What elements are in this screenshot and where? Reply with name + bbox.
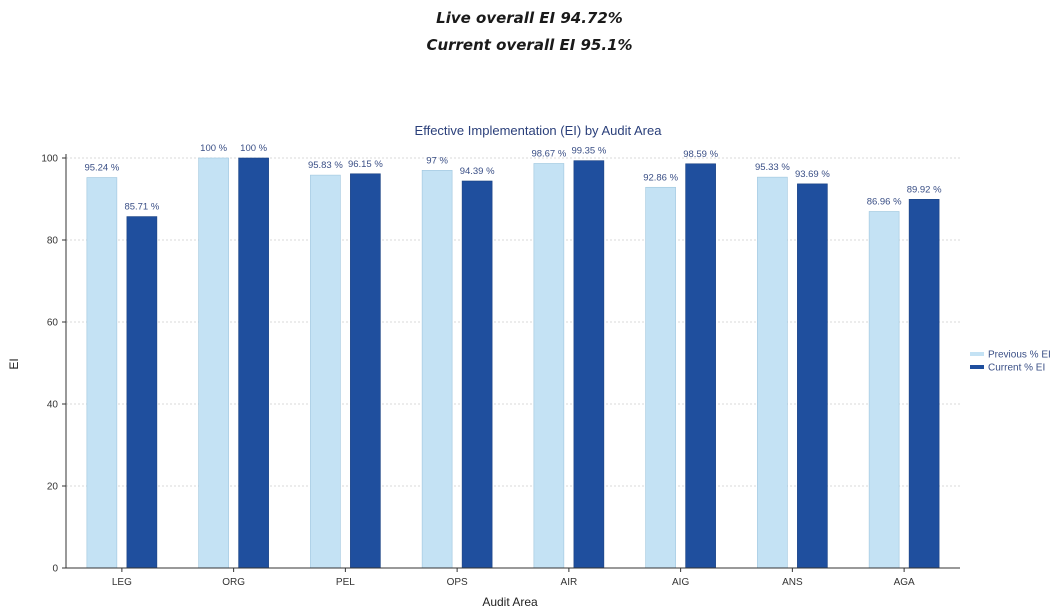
- bar-ops-previous: [421, 170, 453, 569]
- bar-org-previous: [198, 157, 229, 569]
- bar-air-current: [573, 160, 605, 569]
- x-axis-label: Audit Area: [482, 595, 538, 609]
- bar-aga-current: [908, 199, 940, 569]
- y-tick-label: 80: [47, 236, 59, 247]
- y-axis-label: EI: [7, 358, 21, 369]
- data-label: 98.67 %: [531, 148, 566, 159]
- data-label: 95.83 %: [308, 160, 343, 171]
- bars: 95.24 % 85.71 % 100 % 100 % 95.83 % 96.15 % 97…: [84, 143, 942, 569]
- bar-pel-current: [350, 173, 381, 569]
- x-tick-label: AIG: [672, 577, 689, 588]
- x-tick-label: OPS: [447, 577, 468, 588]
- data-label: 95.33 %: [755, 162, 790, 173]
- y-tick-label: 100: [41, 154, 58, 165]
- data-label: 99.35 %: [571, 146, 606, 157]
- data-label: 96.15 %: [348, 159, 383, 170]
- data-label: 98.59 %: [683, 149, 718, 160]
- x-tick-label: AGA: [894, 577, 915, 588]
- bar-ops-current: [461, 180, 493, 569]
- live-overall-ei: Live overall EI 94.72%: [436, 9, 623, 27]
- bar-ans-current: [797, 183, 828, 569]
- legend-label: Previous % EI: [988, 350, 1051, 361]
- current-overall-ei: Current overall EI 95.1%: [426, 36, 633, 54]
- y-tick-label: 40: [47, 400, 59, 411]
- bar-aig-current: [685, 163, 716, 569]
- y-tick-label: 0: [52, 564, 58, 575]
- x-tick-label: AIR: [561, 577, 578, 588]
- data-label: 100 %: [200, 143, 227, 154]
- data-label: 93.69 %: [795, 169, 830, 180]
- bar-ans-previous: [757, 176, 788, 569]
- data-label: 95.24 %: [84, 163, 119, 174]
- legend: Previous % EI Current % EI: [970, 350, 1051, 374]
- data-label: 97 %: [426, 155, 448, 166]
- x-tick-label: ANS: [782, 577, 803, 588]
- data-label: 86.96 %: [867, 196, 902, 207]
- data-label: 100 %: [240, 143, 267, 154]
- axes: 0 20 40 60 80 100 LEG ORG PEL OPS AIR AIG ANS AGA: [41, 154, 960, 588]
- bar-org-current: [238, 157, 269, 569]
- data-label: 94.39 %: [460, 166, 495, 177]
- bar-aig-previous: [645, 186, 676, 569]
- x-tick-label: PEL: [336, 577, 355, 588]
- bar-pel-previous: [310, 174, 341, 569]
- y-tick-label: 60: [47, 318, 59, 329]
- bar-leg-current: [126, 216, 158, 569]
- x-tick-label: LEG: [112, 577, 132, 588]
- x-tick-label: ORG: [222, 577, 245, 588]
- data-label: 92.86 %: [643, 172, 678, 183]
- chart-title: Effective Implementation (EI) by Audit A…: [415, 123, 663, 138]
- bar-leg-previous: [86, 177, 118, 569]
- data-label: 89.92 %: [907, 184, 942, 195]
- bar-aga-previous: [868, 211, 900, 569]
- legend-label: Current % EI: [988, 363, 1045, 374]
- y-tick-label: 20: [47, 482, 59, 493]
- bar-air-previous: [533, 163, 565, 569]
- data-label: 85.71 %: [124, 202, 159, 213]
